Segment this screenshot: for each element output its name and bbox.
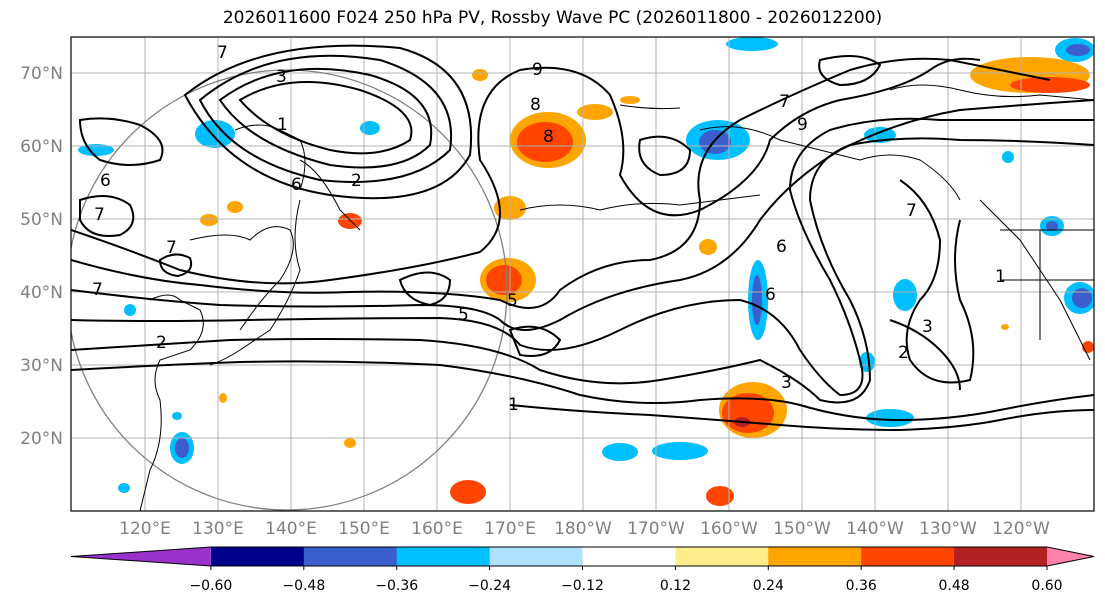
colorbar-segment: [71, 547, 211, 566]
colorbar-segment: [303, 547, 398, 566]
contour-label: 1: [995, 267, 1006, 287]
contour-label: 1: [508, 395, 519, 415]
lat-label: 40°N: [20, 283, 63, 303]
contour-label: 3: [276, 67, 287, 87]
contour-label: 7: [779, 92, 790, 112]
contour-label: 7: [906, 201, 917, 221]
contour-label: 7: [217, 43, 228, 63]
colorbar-segment: [954, 547, 1048, 566]
contour-label: 6: [100, 171, 111, 191]
colorbar-segment: [1047, 547, 1094, 566]
map-border: [70, 36, 1095, 512]
lon-label: 150°E: [338, 519, 390, 539]
lon-label: 160°W: [700, 519, 758, 539]
colorbar-tick-label: 0.60: [1031, 578, 1062, 594]
contour-label: 2: [156, 333, 167, 353]
contour-label: 7: [92, 280, 103, 300]
lon-label: 140°E: [265, 519, 317, 539]
lon-label: 180°W: [554, 519, 612, 539]
colorbar-tick-label: 0.24: [753, 578, 784, 594]
colorbar: [70, 546, 1095, 570]
lat-label: 50°N: [20, 210, 63, 230]
colorbar-tick-label: −0.48: [282, 578, 325, 594]
lon-label: 150°W: [773, 519, 831, 539]
latitude-labels: 70°N 60°N 50°N 40°N 30°N 20°N: [20, 64, 63, 449]
lon-label: 120°E: [119, 519, 171, 539]
contour-labels: 7 6 3 1 2 6 7 6 7 7 2 5 1 5 9 8 8 7 9 7 …: [92, 43, 1006, 415]
contour-label: 9: [797, 115, 808, 135]
contour-label: 2: [898, 343, 909, 363]
longitude-labels: 120°E 130°E 140°E 150°E 160°E 170°E 180°…: [119, 519, 1050, 539]
contour-label: 2: [351, 171, 362, 191]
contour-label: 3: [922, 317, 933, 337]
colorbar-tick-labels: −0.60 −0.48 −0.36 −0.24 −0.12 0.12 0.24 …: [189, 578, 1062, 594]
colorbar-segment: [489, 547, 583, 566]
colorbar-tick-label: 0.12: [660, 578, 691, 594]
colorbar-segment: [210, 547, 305, 566]
contour-label: 3: [781, 373, 792, 393]
lat-label: 30°N: [20, 356, 63, 376]
colorbar-segment: [675, 547, 769, 566]
lat-label: 70°N: [20, 64, 63, 84]
lon-label: 120°W: [992, 519, 1050, 539]
contour-label: 5: [507, 291, 518, 311]
colorbar-tick-label: 0.36: [846, 578, 877, 594]
lon-label: 160°E: [411, 519, 463, 539]
colorbar-tick-label: −0.24: [468, 578, 511, 594]
contour-label: 8: [530, 95, 541, 115]
contour-label: 6: [765, 285, 776, 305]
colorbar-segment: [582, 547, 676, 566]
map-title: 2026011600 F024 250 hPa PV, Rossby Wave …: [222, 8, 883, 28]
lat-label: 60°N: [20, 137, 63, 157]
colorbar-tick-label: −0.36: [375, 578, 418, 594]
contour-label: 6: [776, 237, 787, 257]
pv-contours: [71, 44, 1094, 432]
contour-label: 5: [458, 305, 469, 325]
lon-label: 140°W: [846, 519, 904, 539]
colorbar-tick-label: −0.12: [561, 578, 604, 594]
lon-label: 130°E: [192, 519, 244, 539]
colorbar-tick-label: 0.48: [939, 578, 970, 594]
lon-label: 130°W: [919, 519, 977, 539]
range-circle: [71, 69, 508, 511]
contour-label: 9: [532, 60, 543, 80]
contour-label: 8: [543, 127, 554, 147]
contour-label: 7: [94, 205, 105, 225]
colorbar-segment: [396, 547, 491, 566]
lat-label: 20°N: [20, 429, 63, 449]
graticule: [71, 37, 1094, 511]
contour-label: 6: [291, 175, 302, 195]
colorbar-segment: [768, 547, 862, 566]
contour-label: 7: [166, 238, 177, 258]
lon-label: 170°E: [484, 519, 536, 539]
colorbar-tick-label: −0.60: [189, 578, 232, 594]
lon-label: 170°W: [627, 519, 685, 539]
colorbar-segment: [861, 547, 955, 566]
contour-label: 1: [277, 115, 288, 135]
